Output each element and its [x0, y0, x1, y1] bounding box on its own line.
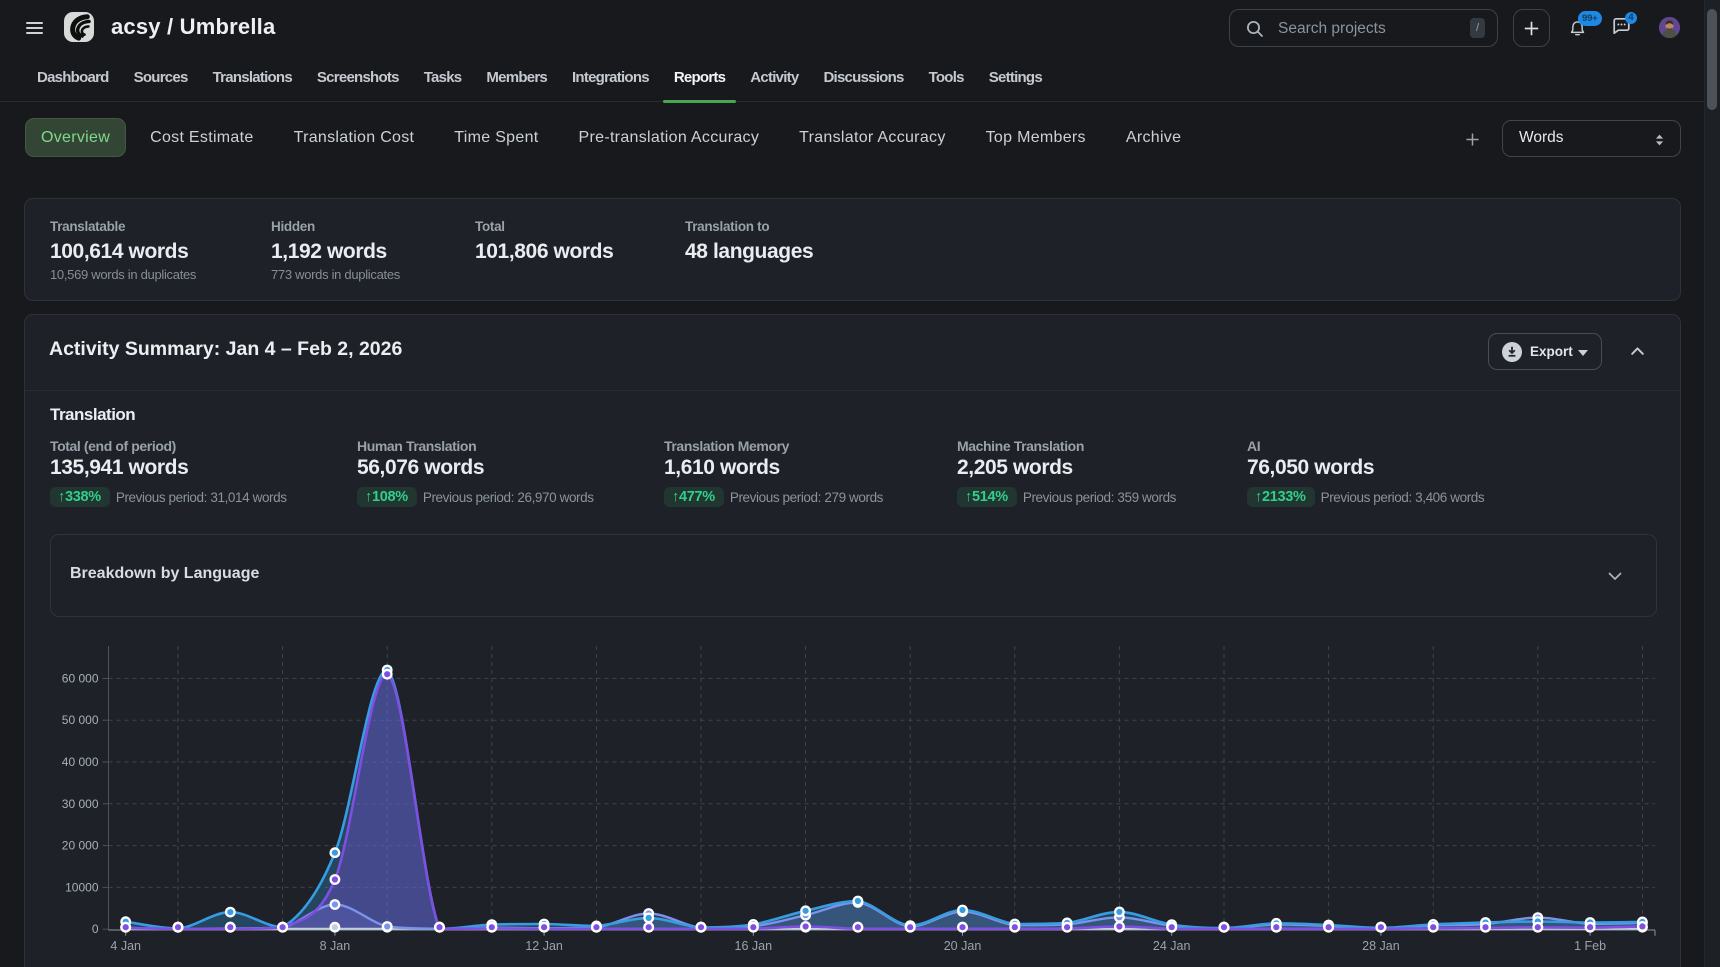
- svg-text:50 000: 50 000: [62, 713, 99, 727]
- svg-text:28 Jan: 28 Jan: [1362, 939, 1400, 953]
- svg-text:10000: 10000: [65, 880, 99, 894]
- svg-text:12 Jan: 12 Jan: [525, 939, 563, 953]
- svg-text:8 Jan: 8 Jan: [320, 939, 351, 953]
- svg-text:24 Jan: 24 Jan: [1153, 939, 1191, 953]
- svg-text:60 000: 60 000: [62, 671, 99, 685]
- svg-text:20 000: 20 000: [62, 839, 99, 853]
- svg-text:4 Jan: 4 Jan: [110, 939, 141, 953]
- svg-text:30 000: 30 000: [62, 797, 99, 811]
- svg-text:0: 0: [92, 922, 99, 936]
- svg-text:16 Jan: 16 Jan: [735, 939, 773, 953]
- svg-text:1 Feb: 1 Feb: [1574, 939, 1606, 953]
- svg-text:20 Jan: 20 Jan: [944, 939, 982, 953]
- svg-text:40 000: 40 000: [62, 755, 99, 769]
